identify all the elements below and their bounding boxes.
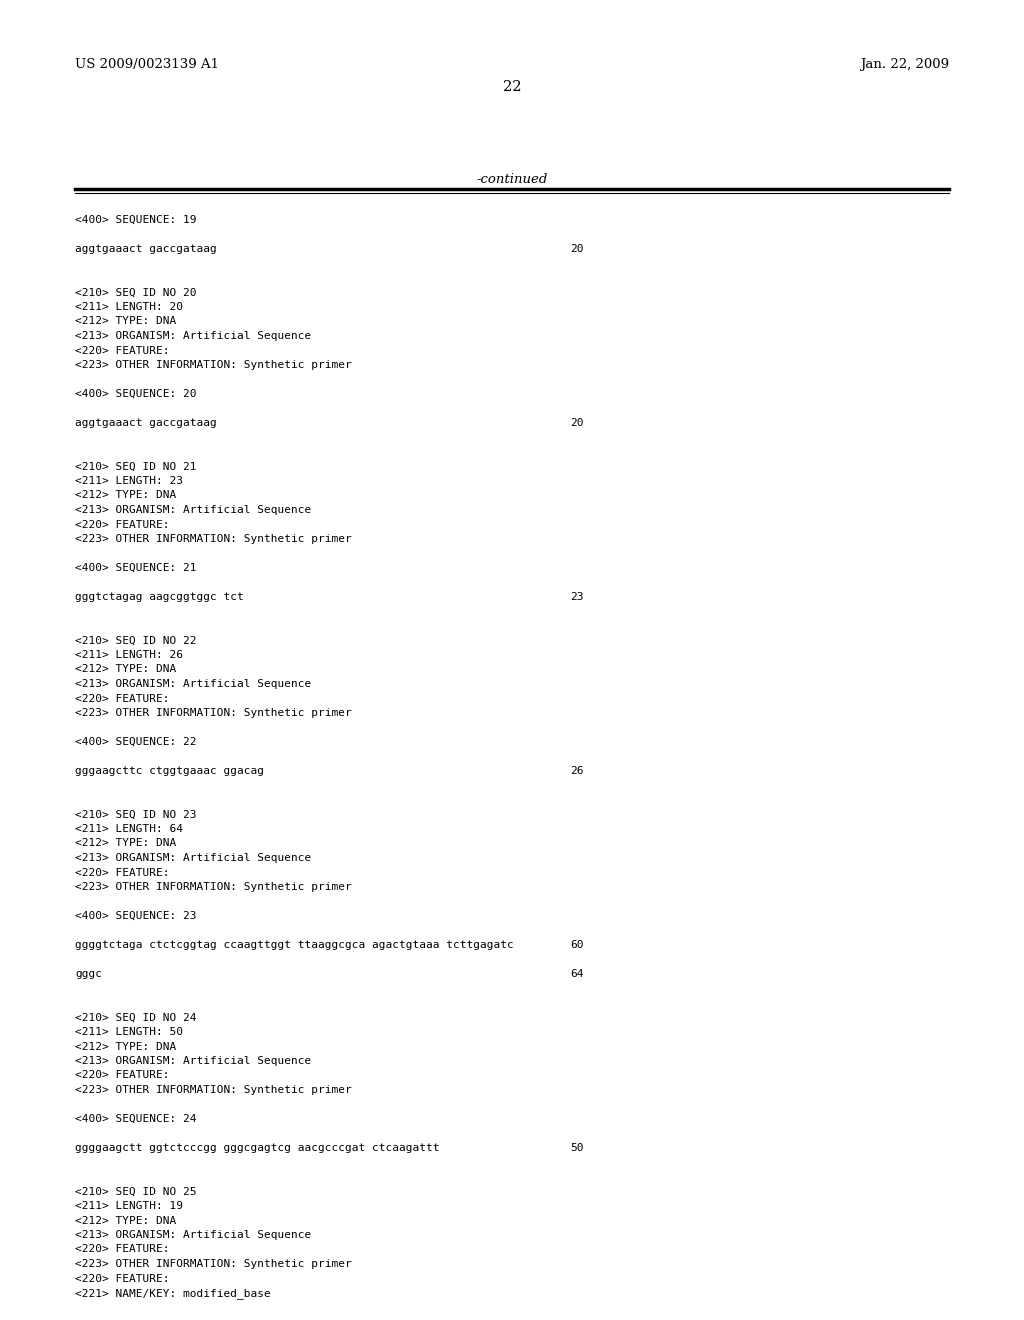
Text: <213> ORGANISM: Artificial Sequence: <213> ORGANISM: Artificial Sequence bbox=[75, 1056, 311, 1067]
Text: <220> FEATURE:: <220> FEATURE: bbox=[75, 867, 170, 878]
Text: <400> SEQUENCE: 20: <400> SEQUENCE: 20 bbox=[75, 389, 197, 399]
Text: <212> TYPE: DNA: <212> TYPE: DNA bbox=[75, 317, 176, 326]
Text: <223> OTHER INFORMATION: Synthetic primer: <223> OTHER INFORMATION: Synthetic prime… bbox=[75, 708, 352, 718]
Text: 20: 20 bbox=[570, 418, 584, 428]
Text: 50: 50 bbox=[570, 1143, 584, 1152]
Text: gggtctagag aagcggtggc tct: gggtctagag aagcggtggc tct bbox=[75, 591, 244, 602]
Text: <212> TYPE: DNA: <212> TYPE: DNA bbox=[75, 664, 176, 675]
Text: gggc: gggc bbox=[75, 969, 102, 979]
Text: <212> TYPE: DNA: <212> TYPE: DNA bbox=[75, 491, 176, 500]
Text: aggtgaaact gaccgataag: aggtgaaact gaccgataag bbox=[75, 244, 217, 253]
Text: ggggaagctt ggtctcccgg gggcgagtcg aacgcccgat ctcaagattt: ggggaagctt ggtctcccgg gggcgagtcg aacgccc… bbox=[75, 1143, 439, 1152]
Text: <211> LENGTH: 50: <211> LENGTH: 50 bbox=[75, 1027, 183, 1038]
Text: <223> OTHER INFORMATION: Synthetic primer: <223> OTHER INFORMATION: Synthetic prime… bbox=[75, 360, 352, 370]
Text: <400> SEQUENCE: 21: <400> SEQUENCE: 21 bbox=[75, 564, 197, 573]
Text: <211> LENGTH: 26: <211> LENGTH: 26 bbox=[75, 649, 183, 660]
Text: 20: 20 bbox=[570, 244, 584, 253]
Text: <212> TYPE: DNA: <212> TYPE: DNA bbox=[75, 1216, 176, 1225]
Text: 64: 64 bbox=[570, 969, 584, 979]
Text: <220> FEATURE:: <220> FEATURE: bbox=[75, 1071, 170, 1081]
Text: <400> SEQUENCE: 24: <400> SEQUENCE: 24 bbox=[75, 1114, 197, 1125]
Text: <210> SEQ ID NO 22: <210> SEQ ID NO 22 bbox=[75, 635, 197, 645]
Text: <210> SEQ ID NO 25: <210> SEQ ID NO 25 bbox=[75, 1187, 197, 1196]
Text: 60: 60 bbox=[570, 940, 584, 950]
Text: <221> NAME/KEY: modified_base: <221> NAME/KEY: modified_base bbox=[75, 1288, 270, 1299]
Text: aggtgaaact gaccgataag: aggtgaaact gaccgataag bbox=[75, 418, 217, 428]
Text: 22: 22 bbox=[503, 81, 521, 94]
Text: <220> FEATURE:: <220> FEATURE: bbox=[75, 693, 170, 704]
Text: 26: 26 bbox=[570, 766, 584, 776]
Text: <220> FEATURE:: <220> FEATURE: bbox=[75, 520, 170, 529]
Text: <211> LENGTH: 19: <211> LENGTH: 19 bbox=[75, 1201, 183, 1210]
Text: ggggtctaga ctctcggtag ccaagttggt ttaaggcgca agactgtaaa tcttgagatc: ggggtctaga ctctcggtag ccaagttggt ttaaggc… bbox=[75, 940, 514, 950]
Text: <213> ORGANISM: Artificial Sequence: <213> ORGANISM: Artificial Sequence bbox=[75, 853, 311, 863]
Text: <212> TYPE: DNA: <212> TYPE: DNA bbox=[75, 838, 176, 849]
Text: <220> FEATURE:: <220> FEATURE: bbox=[75, 1245, 170, 1254]
Text: US 2009/0023139 A1: US 2009/0023139 A1 bbox=[75, 58, 219, 71]
Text: <220> FEATURE:: <220> FEATURE: bbox=[75, 346, 170, 355]
Text: <210> SEQ ID NO 24: <210> SEQ ID NO 24 bbox=[75, 1012, 197, 1023]
Text: Jan. 22, 2009: Jan. 22, 2009 bbox=[860, 58, 949, 71]
Text: <400> SEQUENCE: 23: <400> SEQUENCE: 23 bbox=[75, 911, 197, 921]
Text: <223> OTHER INFORMATION: Synthetic primer: <223> OTHER INFORMATION: Synthetic prime… bbox=[75, 1259, 352, 1269]
Text: <213> ORGANISM: Artificial Sequence: <213> ORGANISM: Artificial Sequence bbox=[75, 331, 311, 341]
Text: <223> OTHER INFORMATION: Synthetic primer: <223> OTHER INFORMATION: Synthetic prime… bbox=[75, 535, 352, 544]
Text: <213> ORGANISM: Artificial Sequence: <213> ORGANISM: Artificial Sequence bbox=[75, 1230, 311, 1239]
Text: <210> SEQ ID NO 21: <210> SEQ ID NO 21 bbox=[75, 462, 197, 471]
Text: <220> FEATURE:: <220> FEATURE: bbox=[75, 1274, 170, 1283]
Text: 23: 23 bbox=[570, 591, 584, 602]
Text: <211> LENGTH: 23: <211> LENGTH: 23 bbox=[75, 477, 183, 486]
Text: <211> LENGTH: 64: <211> LENGTH: 64 bbox=[75, 824, 183, 834]
Text: -continued: -continued bbox=[476, 173, 548, 186]
Text: <400> SEQUENCE: 22: <400> SEQUENCE: 22 bbox=[75, 737, 197, 747]
Text: gggaagcttc ctggtgaaac ggacag: gggaagcttc ctggtgaaac ggacag bbox=[75, 766, 264, 776]
Text: <211> LENGTH: 20: <211> LENGTH: 20 bbox=[75, 302, 183, 312]
Text: <213> ORGANISM: Artificial Sequence: <213> ORGANISM: Artificial Sequence bbox=[75, 678, 311, 689]
Text: <213> ORGANISM: Artificial Sequence: <213> ORGANISM: Artificial Sequence bbox=[75, 506, 311, 515]
Text: <223> OTHER INFORMATION: Synthetic primer: <223> OTHER INFORMATION: Synthetic prime… bbox=[75, 882, 352, 892]
Text: <212> TYPE: DNA: <212> TYPE: DNA bbox=[75, 1041, 176, 1052]
Text: <223> OTHER INFORMATION: Synthetic primer: <223> OTHER INFORMATION: Synthetic prime… bbox=[75, 1085, 352, 1096]
Text: <210> SEQ ID NO 23: <210> SEQ ID NO 23 bbox=[75, 809, 197, 820]
Text: <210> SEQ ID NO 20: <210> SEQ ID NO 20 bbox=[75, 288, 197, 297]
Text: <400> SEQUENCE: 19: <400> SEQUENCE: 19 bbox=[75, 215, 197, 224]
